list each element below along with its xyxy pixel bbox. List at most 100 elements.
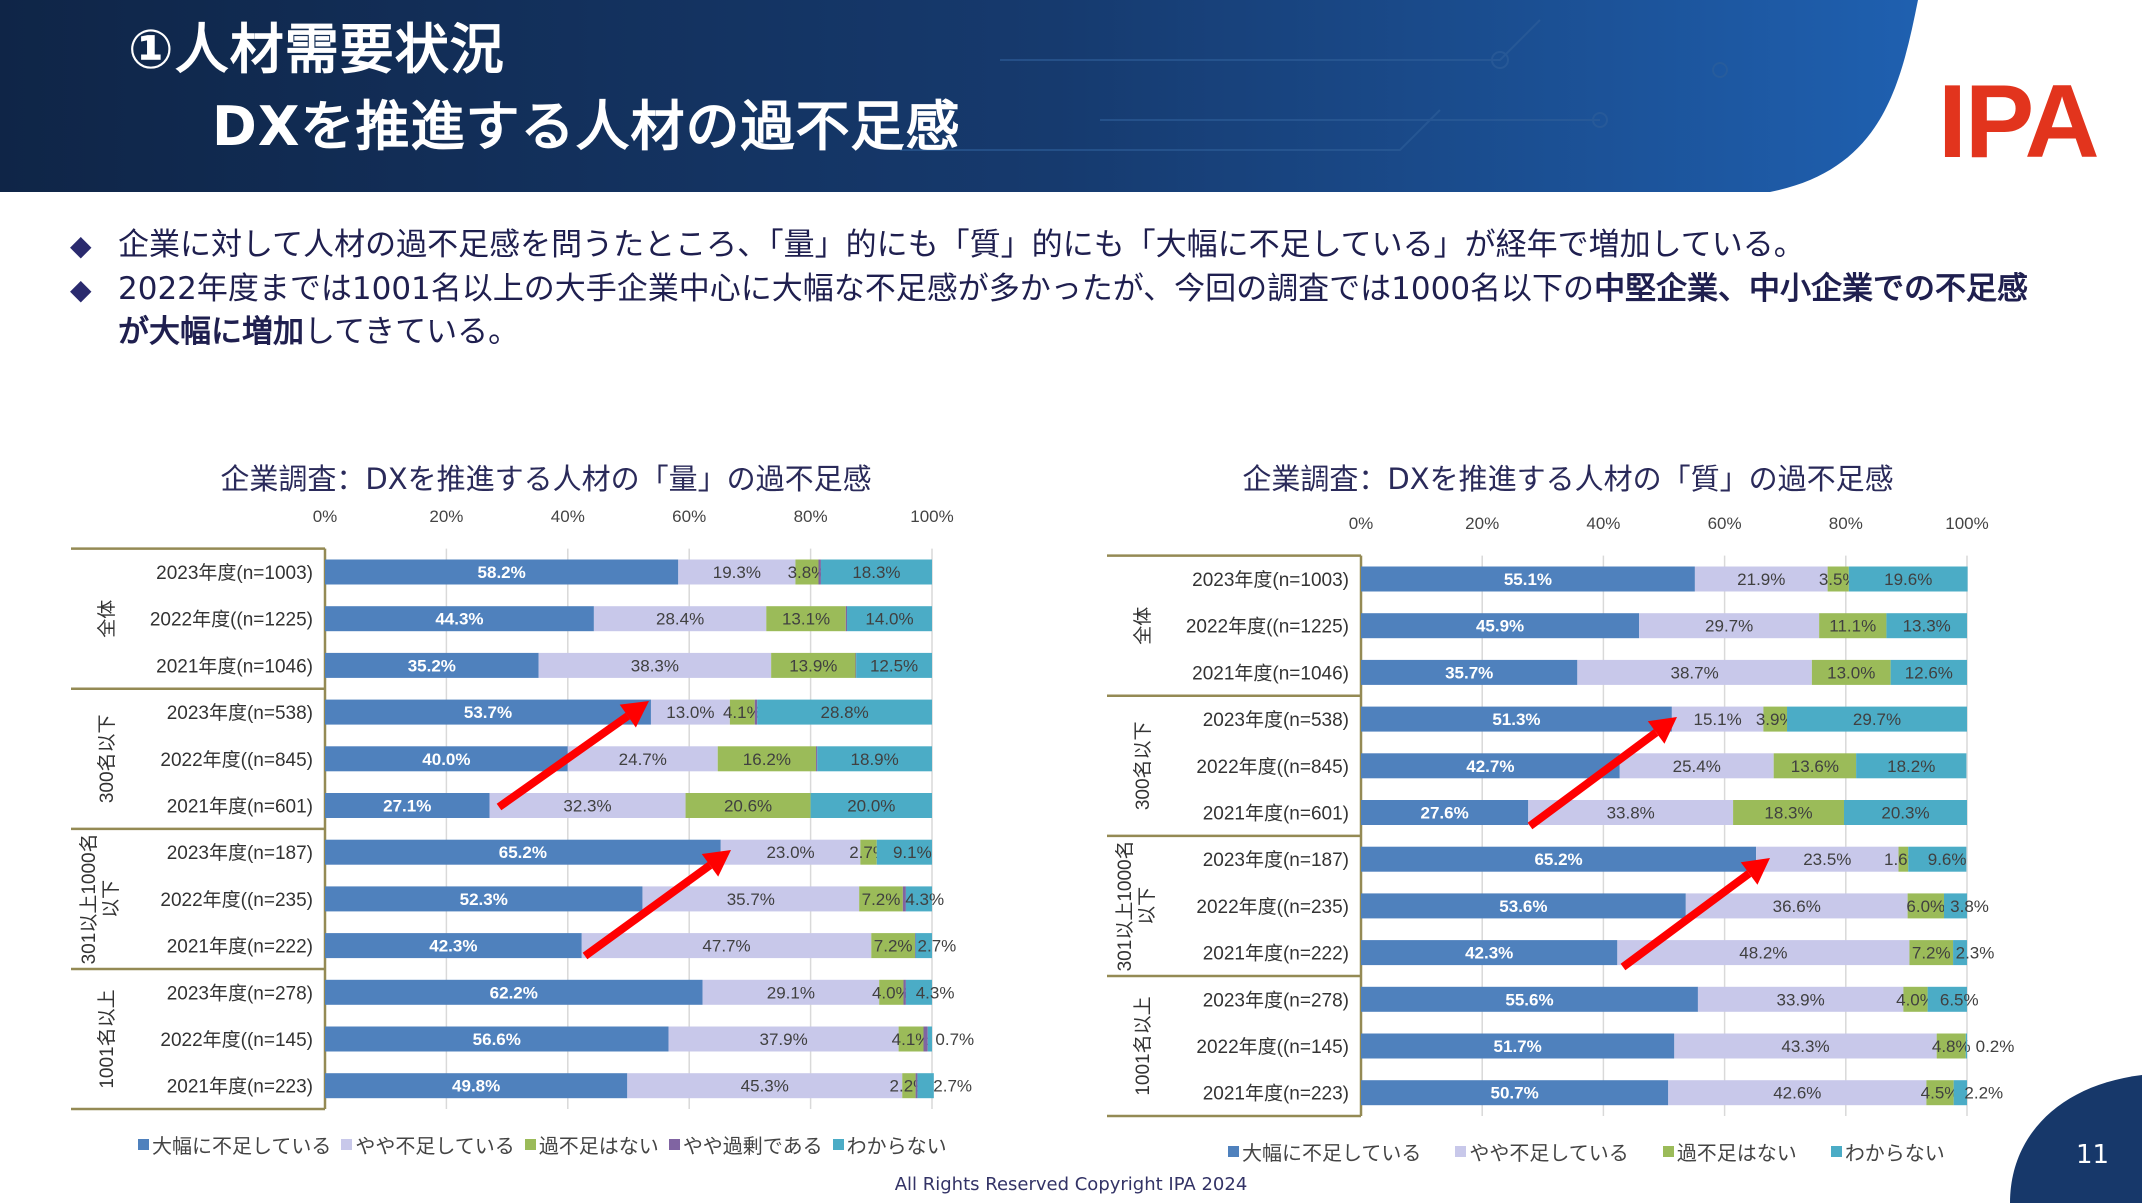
- data-label: 13.1%: [782, 610, 830, 629]
- bar-segment: [1936, 1033, 1966, 1059]
- bar-segment: [915, 933, 932, 959]
- legend-label: わからない: [846, 1134, 947, 1158]
- group-label-line: 以下: [1137, 887, 1158, 925]
- bar-segment: [879, 979, 904, 1005]
- data-label: 21.9%: [1737, 570, 1785, 589]
- group-label-line: 300名以下: [1132, 721, 1154, 810]
- category-label: 2021年度(n=223): [1203, 1083, 1349, 1105]
- bar-segment: [1909, 940, 1954, 966]
- data-label: 18.9%: [851, 750, 899, 769]
- bar-segment: [1890, 659, 1967, 685]
- data-label: 23.0%: [766, 843, 814, 862]
- diamond-bullet-icon: ◆: [70, 229, 92, 262]
- category-label: 2021年度(n=601): [1203, 803, 1349, 825]
- bar-segment: [325, 839, 721, 865]
- bar-segment: [720, 839, 861, 865]
- x-tick-label: 20%: [1465, 514, 1499, 533]
- legend-swatch: [341, 1139, 353, 1150]
- bar-segment: [325, 746, 568, 772]
- bar-segment: [1926, 1080, 1954, 1106]
- bar-segment: [1843, 800, 1967, 825]
- data-label: 58.2%: [478, 563, 526, 582]
- data-label: 53.7%: [464, 703, 512, 722]
- data-label: 12.5%: [870, 656, 918, 675]
- data-label: 6.0%: [1906, 897, 1945, 916]
- data-label: 13.3%: [1903, 617, 1951, 636]
- bar-segment: [902, 886, 906, 912]
- data-label: 42.3%: [429, 937, 477, 956]
- x-tick-label: 60%: [1708, 514, 1742, 533]
- data-label: 65.2%: [499, 843, 547, 862]
- bar-segment: [593, 606, 767, 632]
- data-label: 37.9%: [759, 1030, 807, 1049]
- data-label: 33.8%: [1607, 804, 1655, 823]
- data-label: 51.3%: [1492, 710, 1540, 729]
- bar-segment: [1361, 753, 1620, 779]
- bar-segment: [856, 652, 932, 678]
- bar-segment: [927, 1026, 932, 1052]
- page-number: 11: [2076, 1140, 2110, 1170]
- bar-segment: [1886, 613, 1967, 639]
- category-label: 2022年度((n=845): [160, 749, 313, 771]
- legend-label: 過不足はない: [538, 1134, 659, 1158]
- data-label: 13.6%: [1791, 757, 1839, 776]
- group-label: 1001名以上: [96, 989, 118, 1088]
- bar-segment: [1668, 1080, 1927, 1106]
- x-tick-label: 100%: [910, 507, 953, 526]
- group-label: 全体: [96, 600, 118, 638]
- bar-segment: [902, 1073, 916, 1099]
- bar-segment: [820, 559, 932, 585]
- legend-item: やや過剰である: [668, 1130, 823, 1159]
- bar-segment: [855, 652, 857, 678]
- bar-segment: [702, 979, 880, 1005]
- group-label: 全体: [1132, 607, 1154, 645]
- legend-swatch: [1830, 1146, 1842, 1157]
- trend-arrow: [582, 862, 713, 960]
- bar-segment: [923, 1026, 928, 1052]
- data-label: 4.0%: [1896, 990, 1935, 1009]
- data-label: 55.6%: [1505, 990, 1553, 1009]
- bar-segment: [1898, 846, 1909, 872]
- bar-segment: [325, 979, 703, 1005]
- data-label: 24.7%: [619, 750, 667, 769]
- data-label: 38.3%: [631, 656, 679, 675]
- category-label: 2023年度(n=538): [1203, 709, 1349, 731]
- bar-segment: [1811, 659, 1891, 685]
- group-label: 300名以下: [1132, 721, 1154, 810]
- chart-title-quantity: 企業調査：DXを推進する人材の「量」の過不足感: [220, 462, 872, 496]
- data-label: 20.0%: [847, 797, 895, 816]
- data-label: 4.5%: [1921, 1084, 1960, 1103]
- bar-segment: [766, 606, 846, 632]
- data-label: 25.4%: [1673, 757, 1721, 776]
- bar-segment: [1697, 986, 1904, 1012]
- bar-segment: [898, 1026, 924, 1052]
- category-label: 2021年度(n=222): [167, 936, 313, 958]
- bar-segment: [1617, 940, 1910, 966]
- data-label: 2.2%: [1964, 1084, 2003, 1103]
- category-label: 2023年度(n=187): [1203, 849, 1349, 871]
- chart-title-quality: 企業調査：DXを推進する人材の「質」の過不足感: [1242, 462, 1894, 496]
- bar-segment: [1671, 706, 1764, 732]
- group-label: 300名以下: [96, 714, 118, 803]
- legend-label: やや不足している: [1469, 1141, 1629, 1165]
- bar-segment: [1773, 753, 1857, 779]
- data-label: 23.5%: [1803, 850, 1851, 869]
- arrow-head-icon: [1740, 858, 1770, 885]
- data-label: 49.8%: [452, 1077, 500, 1096]
- bar-segment: [1361, 566, 1695, 592]
- data-label: 35.7%: [1445, 663, 1493, 682]
- bar-segment: [1819, 613, 1887, 639]
- x-tick-label: 40%: [1586, 514, 1620, 533]
- data-label: 28.4%: [656, 610, 704, 629]
- data-label: 44.3%: [435, 610, 483, 629]
- data-label: 12.6%: [1905, 663, 1953, 682]
- bar-segment: [915, 933, 916, 959]
- bullet-text: 2022年度までは1001名以上の大手企業中心に大幅な不足感が多かったが、今回の…: [118, 268, 2048, 354]
- bar-segment: [1856, 753, 1967, 779]
- data-label: 13.0%: [666, 703, 714, 722]
- group-label: 1001名以上: [1132, 996, 1154, 1095]
- legend-swatch: [668, 1139, 680, 1150]
- data-label: 2.7%: [933, 1077, 972, 1096]
- data-label: 47.7%: [702, 937, 750, 956]
- legend-item: 過不足はない: [1662, 1137, 1797, 1166]
